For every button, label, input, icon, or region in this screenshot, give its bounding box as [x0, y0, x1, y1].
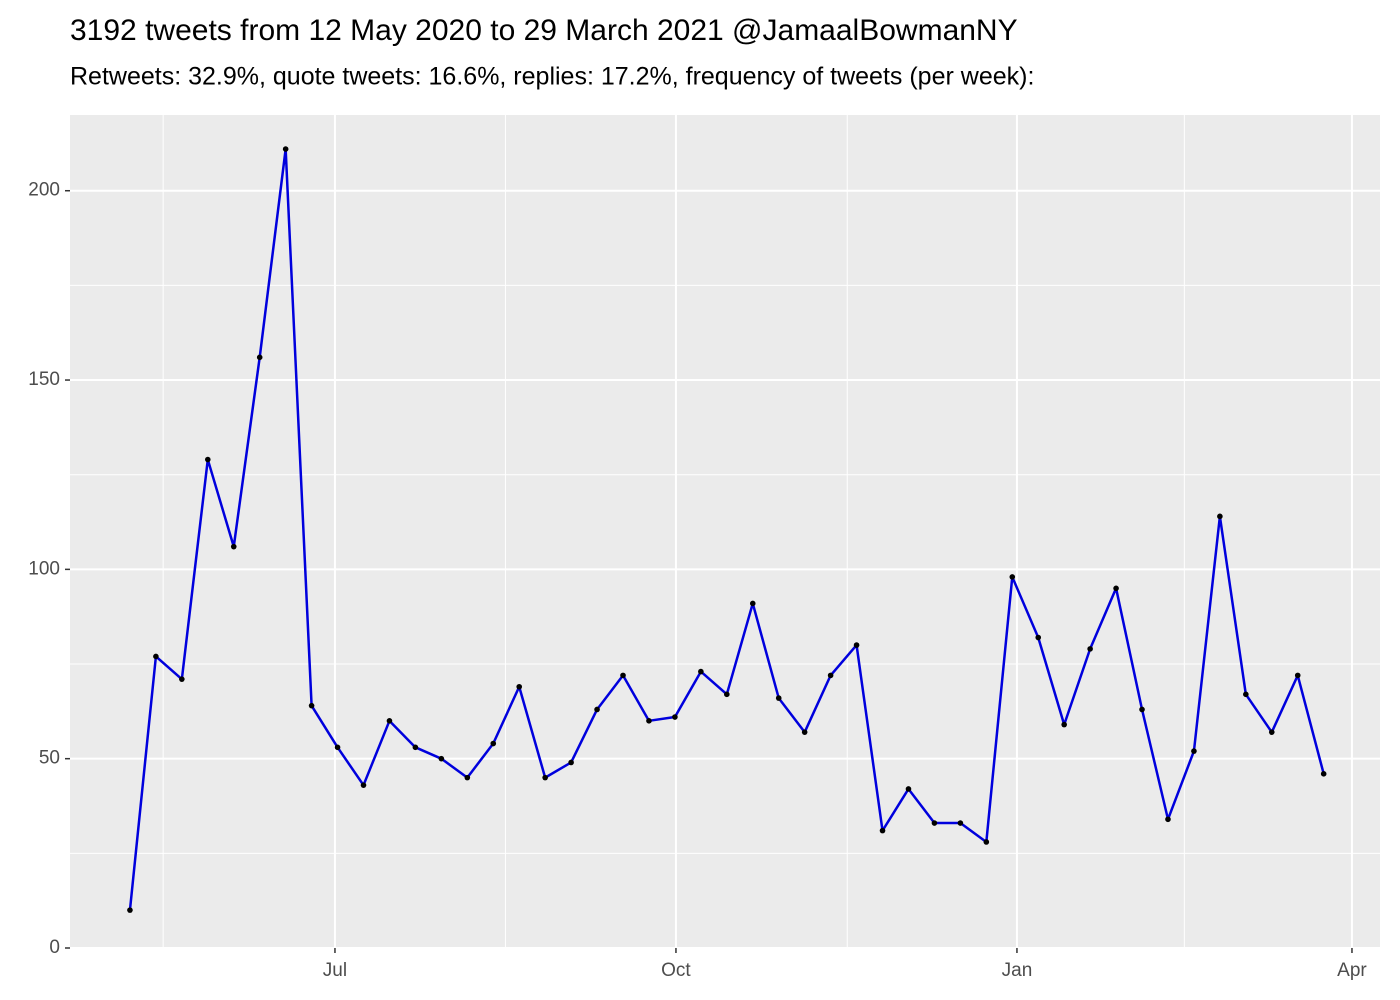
point — [1139, 706, 1145, 713]
point — [334, 744, 341, 751]
point — [412, 744, 419, 751]
point — [516, 683, 523, 690]
point — [282, 146, 289, 152]
x-tick-label: Jul — [323, 960, 347, 981]
point — [127, 907, 133, 913]
point — [153, 653, 159, 660]
point — [957, 820, 964, 826]
point — [542, 774, 548, 781]
point — [1191, 748, 1197, 754]
point — [1087, 646, 1093, 652]
point — [749, 600, 756, 607]
point — [204, 456, 211, 463]
point — [1268, 729, 1275, 735]
point — [931, 820, 938, 826]
point — [620, 672, 626, 679]
y-tick-label: 100 — [28, 558, 60, 579]
point — [698, 668, 704, 675]
point — [801, 729, 808, 735]
point — [464, 774, 471, 781]
x-tick-label: Oct — [661, 960, 691, 981]
y-tick-label: 50 — [39, 748, 60, 769]
point — [646, 718, 652, 724]
point — [256, 354, 263, 361]
point — [853, 642, 860, 648]
point — [1009, 574, 1016, 580]
point — [386, 718, 393, 724]
point — [594, 706, 600, 713]
point — [724, 691, 730, 698]
panel — [70, 115, 1380, 948]
point — [905, 786, 912, 792]
point — [1320, 771, 1327, 777]
point — [360, 782, 367, 788]
y-tick-label: 0 — [49, 937, 60, 958]
point — [1243, 691, 1249, 698]
point — [490, 740, 497, 747]
y-tick-label: 150 — [28, 369, 60, 390]
point — [179, 676, 185, 682]
x-tick-label: Jan — [1002, 960, 1033, 981]
y-tick-label: 200 — [28, 180, 60, 201]
point — [983, 839, 990, 845]
x-tick-label: Apr — [1337, 960, 1367, 981]
chart-title: 3192 tweets from 12 May 2020 to 29 March… — [70, 14, 1018, 47]
point — [1294, 672, 1301, 679]
point — [1165, 816, 1171, 823]
point — [672, 714, 678, 720]
chart-subtitle: Retweets: 32.9%, quote tweets: 16.6%, re… — [70, 63, 1034, 91]
point — [1035, 634, 1042, 641]
point — [775, 695, 782, 701]
point — [1113, 585, 1119, 592]
point — [879, 827, 886, 834]
point — [230, 543, 237, 550]
point — [568, 759, 574, 766]
point — [308, 702, 315, 709]
point — [1217, 513, 1223, 520]
point — [1061, 721, 1067, 728]
point — [827, 672, 834, 679]
point — [438, 755, 445, 762]
